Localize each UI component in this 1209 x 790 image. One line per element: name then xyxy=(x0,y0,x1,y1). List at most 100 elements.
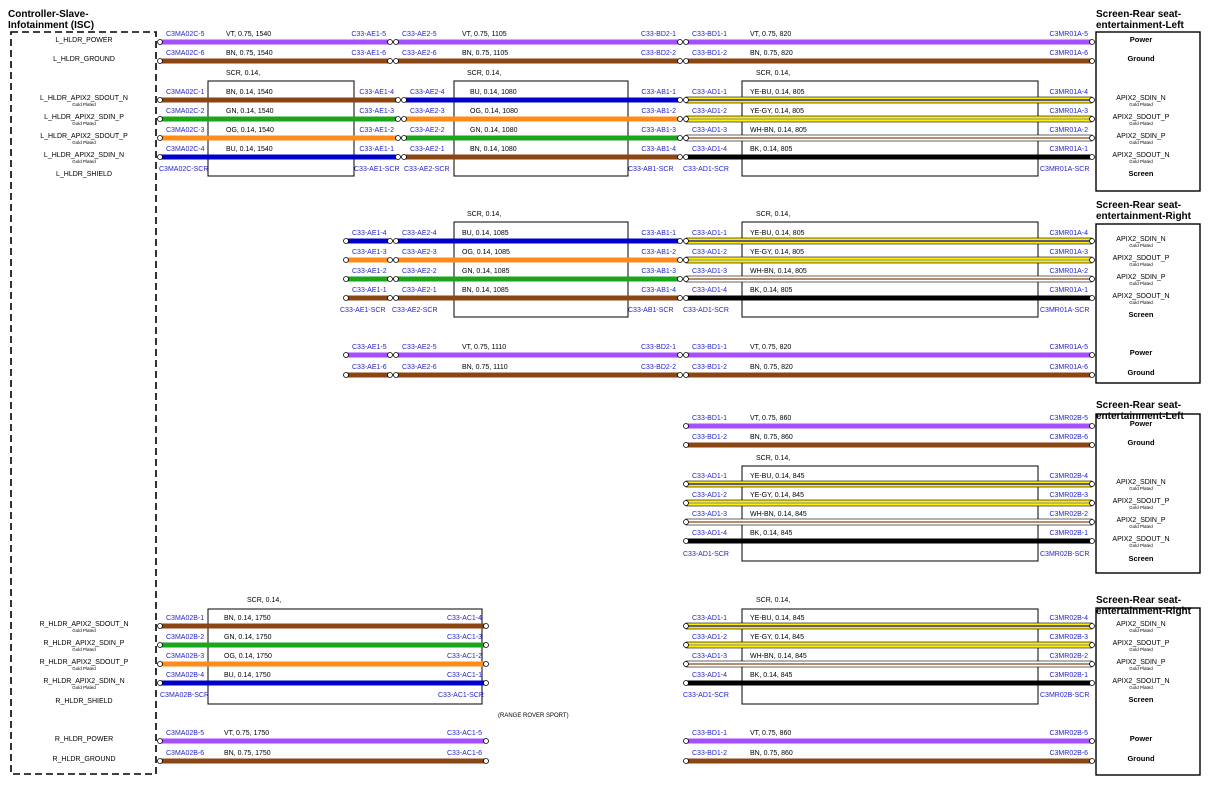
connector-label: C3MR01A-6 xyxy=(1049,364,1088,371)
terminal-dot xyxy=(387,58,393,64)
wire-spec-label: GN, 0.14, 1540 xyxy=(226,108,274,115)
controller-pin-label: L_HLDR_POWER xyxy=(55,37,112,44)
screen-pin-label: Screen xyxy=(1128,695,1153,704)
connector-label: C3MR02B-2 xyxy=(1049,653,1088,660)
connector-label: C33-AD1-2 xyxy=(692,108,727,115)
terminal-dot xyxy=(483,642,489,648)
shield-box: SCR, 0.14, C33-AE1-SCR C33-AE2-SCR C33-AB1-… xyxy=(340,211,729,318)
connector-label: C3MR01A-5 xyxy=(1049,344,1088,351)
terminal-dot xyxy=(683,352,689,358)
connector-label: C33-AE2-2 xyxy=(402,268,437,275)
wire-row: BN, 0.75, 860 C33-BD1-2 C3MR02B-6 xyxy=(683,434,1095,448)
terminal-dot xyxy=(1089,423,1095,429)
controller-pin-note: Gold Plated xyxy=(72,647,96,652)
shield-boxes: SCR, 0.14, C3MA02C-SCR C33-AE1-SCR C33-AE2-… xyxy=(159,70,1089,705)
wire-spec-label: OG, 0.14, 1750 xyxy=(224,653,272,660)
screen-pin-label: Ground xyxy=(1127,368,1154,377)
connector-label: C33-AD1-4 xyxy=(692,287,727,294)
wire-spec-label: OG, 0.14, 1540 xyxy=(226,127,274,134)
connector-label: C3MR02B-1 xyxy=(1049,672,1088,679)
controller-pin-note: Gold Plated xyxy=(72,102,96,107)
screen-title-line2: entertainment-Left xyxy=(1096,411,1184,422)
connector-label: C33-BD2-2 xyxy=(641,50,676,57)
wire-spec-label: WH-BN, 0.14, 805 xyxy=(750,127,807,134)
terminal-dot xyxy=(683,58,689,64)
connector-label: C33-AD1-3 xyxy=(692,511,727,518)
connector-label: C33-AE2-1 xyxy=(410,146,445,153)
terminal-dot xyxy=(157,58,163,64)
screen-pin-note: Gold Plated xyxy=(1129,628,1153,633)
terminal-dot xyxy=(1089,642,1095,648)
screen-box xyxy=(1095,223,1201,384)
controller-pin-label: R_HLDR_APIX2_SDIN_P xyxy=(44,640,125,647)
connector-label: C33-AD1-3 xyxy=(692,653,727,660)
screen-pin-label: APIX2_SDOUT_P xyxy=(1113,498,1170,505)
connector-label: C3MA02B-4 xyxy=(166,672,204,679)
terminal-dot xyxy=(483,680,489,686)
terminal-dot xyxy=(483,738,489,744)
wire-row: BN, 0.75, 1750 C3MA02B-6 C33-AC1-6 BN, 0.75… xyxy=(157,750,1095,764)
screen-title-line2: entertainment-Right xyxy=(1096,211,1192,222)
wire-spec-label: VT, 0.75, 1105 xyxy=(462,31,507,38)
wire-row: YE-GY, 0.14, 845 C33-AD1-2 C3MR02B-3 xyxy=(683,492,1095,507)
screen-pin-label: APIX2_SDOUT_N xyxy=(1112,678,1169,685)
shield-outline xyxy=(741,465,1039,562)
connector-label: C33-AE1-3 xyxy=(352,249,387,256)
terminal-dot xyxy=(401,97,407,103)
wire-spec-label: BK, 0.14, 845 xyxy=(750,672,793,679)
terminal-dot xyxy=(1089,97,1095,103)
wire-spec-label: VT, 0.75, 860 xyxy=(750,730,791,737)
wire-spec-label: BN, 0.75, 820 xyxy=(750,364,793,371)
terminal-dot xyxy=(683,295,689,301)
terminal-dot xyxy=(683,442,689,448)
wire-spec-label: YE-GY, 0.14, 805 xyxy=(750,108,804,115)
connector-label: C33-AB1-3 xyxy=(641,127,676,134)
terminal-dot xyxy=(677,372,683,378)
screen-pin-note: Gold Plated xyxy=(1129,647,1153,652)
controller-pin-note: Gold Plated xyxy=(72,159,96,164)
screen-pin-note: Gold Plated xyxy=(1129,102,1153,107)
screen-pin-label: APIX2_SDIN_P xyxy=(1116,274,1165,281)
connector-label: C3MR01A-6 xyxy=(1049,50,1088,57)
terminal-dot xyxy=(401,154,407,160)
connector-label: C3MR01A-5 xyxy=(1049,31,1088,38)
terminal-dot xyxy=(343,352,349,358)
screen-pin-label: Ground xyxy=(1127,54,1154,63)
screen-pin-note: Gold Plated xyxy=(1129,281,1153,286)
wire-row: C33-AE1-1 BN, 0.14, 1085 C33-AE2-1 C33-AB1-… xyxy=(343,287,1095,301)
connector-label: C33-BD1-1 xyxy=(692,344,727,351)
terminal-dot xyxy=(395,116,401,122)
connector-label: C33-AD1-2 xyxy=(692,634,727,641)
terminal-dot xyxy=(483,623,489,629)
connector-label: C3MA02C-1 xyxy=(166,89,205,96)
connector-label: C33-AE2-5 xyxy=(402,31,437,38)
controller-pin-label: L_HLDR_APIX2_SDOUT_N xyxy=(40,95,128,102)
screen-pin-note: Gold Plated xyxy=(1129,543,1153,548)
connector-label: C33-AB1-2 xyxy=(641,249,676,256)
wire-row: C33-AE1-2 GN, 0.14, 1085 C33-AE2-2 C33-AB1-… xyxy=(343,268,1095,283)
wire-row: WH-BN, 0.14, 805 C33-AD1-3 C3MR01A-2 xyxy=(683,127,1095,142)
screen-pin-label: APIX2_SDIN_N xyxy=(1116,95,1165,102)
wire-row: WH-BN, 0.14, 845 C33-AD1-3 C3MR02B-2 xyxy=(683,511,1095,526)
wire-spec-label: VT, 0.75, 820 xyxy=(750,344,791,351)
shield-connector-label: C3MR02B-SCR xyxy=(1040,692,1089,699)
terminal-dot xyxy=(683,623,689,629)
shield-connector-label: C33-AE2-SCR xyxy=(392,307,438,314)
terminal-dot xyxy=(157,623,163,629)
terminal-dot xyxy=(1089,500,1095,506)
terminal-dot xyxy=(1089,238,1095,244)
controller-pin-label: R_HLDR_APIX2_SDOUT_P xyxy=(40,659,129,666)
shield-box: SCR, 0.14, C3MR01A-SCR xyxy=(741,70,1089,177)
connector-label: C3MA02B-5 xyxy=(166,730,204,737)
screen-pin-label: APIX2_SDIN_N xyxy=(1116,479,1165,486)
screen-pin-note: Gold Plated xyxy=(1129,666,1153,671)
connector-label: C3MR01A-1 xyxy=(1049,287,1088,294)
screen-title-line2: entertainment-Right xyxy=(1096,606,1192,617)
connector-label: C33-AC1-3 xyxy=(447,634,482,641)
connector-label: C33-AE2-1 xyxy=(402,287,437,294)
terminal-dot xyxy=(683,642,689,648)
connector-label: C33-AC1-1 xyxy=(447,672,482,679)
screen-pin-label: APIX2_SDOUT_P xyxy=(1113,640,1170,647)
connector-label: C3MA02B-2 xyxy=(166,634,204,641)
shield-connector-label: C33-AE1-SCR xyxy=(340,307,386,314)
